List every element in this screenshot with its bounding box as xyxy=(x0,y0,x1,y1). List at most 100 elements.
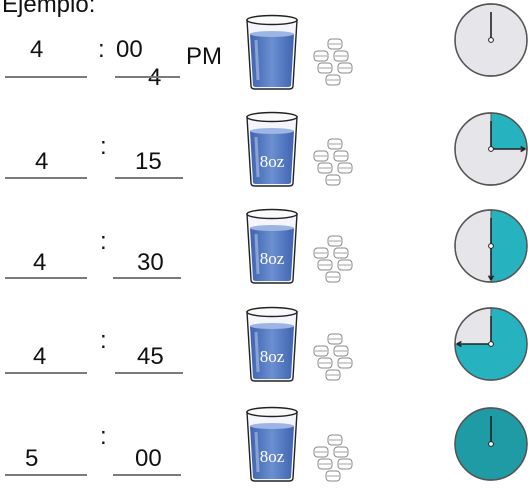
water-glass-svg: 8oz xyxy=(246,111,298,187)
ice-cube-icon xyxy=(313,50,329,62)
glass-label: 8oz xyxy=(260,152,285,171)
clock-center xyxy=(488,243,494,249)
time-row: 4 : 00 PM 4 xyxy=(0,0,530,93)
hour-value: 5 xyxy=(25,445,39,472)
clock-svg xyxy=(454,407,528,481)
time-separator: : xyxy=(100,327,107,354)
page-title: Ejemplo: xyxy=(2,0,96,18)
ice-cubes-svg xyxy=(313,434,353,482)
time-row: 5 : 00 8oz xyxy=(0,392,530,482)
clock-face xyxy=(450,404,530,484)
ice-cubes-svg xyxy=(313,333,353,381)
ice-cube-icon xyxy=(327,235,343,247)
hour-answer-line xyxy=(5,277,87,279)
water-glass-svg: 8oz xyxy=(246,406,298,482)
water-glass-icon: 8oz xyxy=(243,302,305,382)
glass-label: 8oz xyxy=(260,347,285,366)
minute-value: 30 xyxy=(137,249,164,276)
ice-cube-icon xyxy=(325,271,341,283)
ice-cube-icon xyxy=(337,458,353,470)
ice-cube-icon xyxy=(333,446,349,458)
ice-cube-icon xyxy=(337,62,353,74)
clock-center xyxy=(488,146,494,152)
ice-cubes-svg xyxy=(313,138,353,186)
minute-answer-line xyxy=(115,177,183,179)
hour-value: 4 xyxy=(35,148,49,175)
ice-cube-icon xyxy=(313,150,329,162)
ice-cubes-svg xyxy=(313,235,353,283)
glass-label: 8oz xyxy=(260,249,285,268)
ice-cube-icon xyxy=(327,434,343,446)
water-glass-icon: 8oz xyxy=(243,402,305,482)
minute-answer-line xyxy=(115,372,183,374)
minute-answer-line xyxy=(115,76,180,78)
water-glass-svg xyxy=(246,14,298,90)
ice-cubes-icon xyxy=(303,235,363,290)
water-glass-icon: 8oz xyxy=(243,107,305,187)
ampm-label: PM xyxy=(186,43,222,70)
minute-value: 00 xyxy=(116,36,143,63)
minute-value: 45 xyxy=(137,343,164,370)
water-glass-svg: 8oz xyxy=(246,208,298,284)
clock-svg xyxy=(454,3,528,77)
ice-cube-icon xyxy=(317,458,333,470)
minute-value: 15 xyxy=(135,148,162,175)
minute-value: 00 xyxy=(135,445,162,472)
hour-value: 4 xyxy=(30,36,44,63)
clock-center xyxy=(488,341,494,347)
water-glass-icon: 8oz xyxy=(243,204,305,284)
clock-svg xyxy=(454,209,528,283)
ice-cube-icon xyxy=(327,333,343,345)
glass-label: 8oz xyxy=(260,447,285,466)
ice-cube-icon xyxy=(333,150,349,162)
time-separator: : xyxy=(100,228,107,255)
ice-cube-icon xyxy=(317,259,333,271)
ice-cube-icon xyxy=(333,50,349,62)
ice-cube-icon xyxy=(327,38,343,50)
time-row: 4 : 30 8oz xyxy=(0,193,530,286)
time-separator: : xyxy=(98,36,105,63)
clock-center xyxy=(488,37,494,43)
clock-svg xyxy=(454,112,528,186)
hour-value: 4 xyxy=(33,343,47,370)
water-glass-svg: 8oz xyxy=(246,306,298,382)
ice-cube-icon xyxy=(325,470,341,482)
time-row: 4 : 45 8oz xyxy=(0,291,530,384)
minute-answer-line xyxy=(113,474,181,476)
ice-cubes-icon xyxy=(303,333,363,388)
ice-cube-icon xyxy=(333,247,349,259)
minute-note: 4 xyxy=(148,64,162,91)
hour-answer-line xyxy=(5,372,87,374)
ice-cube-icon xyxy=(313,446,329,458)
ice-cube-icon xyxy=(337,357,353,369)
time-separator: : xyxy=(100,423,107,450)
ice-cube-icon xyxy=(333,345,349,357)
ice-cubes-icon xyxy=(303,434,363,489)
ice-cube-icon xyxy=(325,174,341,186)
ice-cube-icon xyxy=(337,162,353,174)
clock-center xyxy=(488,441,494,447)
hour-answer-line xyxy=(5,474,87,476)
ice-cube-icon xyxy=(327,138,343,150)
time-separator: : xyxy=(100,133,107,160)
ice-cube-icon xyxy=(313,345,329,357)
ice-cube-icon xyxy=(325,74,341,86)
hour-answer-line xyxy=(5,177,87,179)
minute-answer-line xyxy=(113,277,181,279)
clock-svg xyxy=(454,307,528,381)
clock-face xyxy=(450,304,530,384)
ice-cube-icon xyxy=(317,357,333,369)
ice-cube-icon xyxy=(337,259,353,271)
hour-answer-line xyxy=(5,76,87,78)
clock-face xyxy=(450,0,530,80)
ice-cubes-icon xyxy=(303,38,363,93)
ice-cube-icon xyxy=(317,62,333,74)
time-row: 4 : 15 8oz xyxy=(0,96,530,187)
ice-cube-icon xyxy=(325,369,341,381)
hour-value: 4 xyxy=(33,249,47,276)
ice-cube-icon xyxy=(317,162,333,174)
clock-face xyxy=(450,206,530,286)
ice-cubes-svg xyxy=(313,38,353,86)
ice-cubes-icon xyxy=(303,138,363,193)
elapsed-time-wedge xyxy=(490,209,528,283)
